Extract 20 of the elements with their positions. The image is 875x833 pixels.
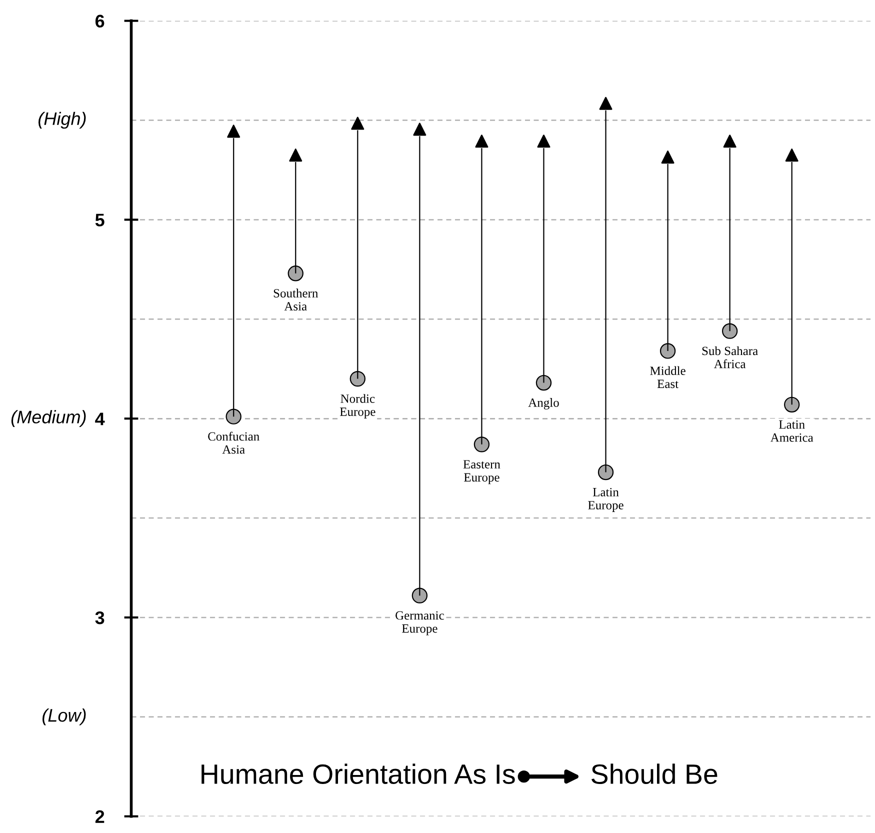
- y-tick-label: 5: [95, 214, 104, 226]
- y-tick-label: 3: [95, 611, 104, 624]
- y-tick-label: 2: [95, 810, 104, 823]
- ref-line-label: (Low): [42, 708, 86, 726]
- x-tick-label: Anglo: [528, 398, 559, 410]
- x-tick-label: Germanic Europe: [396, 611, 444, 636]
- x-tick-label: Latin America: [770, 420, 814, 442]
- ref-line-label: (High): [38, 112, 86, 129]
- x-tick-label: Eastern Europe: [463, 460, 500, 484]
- ref-line-label: (Medium): [11, 410, 86, 427]
- x-tick-label: Nordic Europe: [340, 394, 376, 418]
- x-tick-label: Latin Europe: [588, 488, 624, 512]
- y-tick-label: 4: [95, 412, 105, 426]
- x-tick-label: Sub Sahara Africa: [702, 346, 758, 368]
- x-tick-label: Middle East: [650, 366, 686, 388]
- x-tick-label: Southern Asia: [274, 288, 318, 311]
- annotation: Should Be: [592, 764, 718, 784]
- text: Humane Orientation As Is: [202, 764, 515, 784]
- y-tick-label: 6: [95, 14, 104, 28]
- x-tick-label: Confucian Asia: [208, 432, 260, 454]
